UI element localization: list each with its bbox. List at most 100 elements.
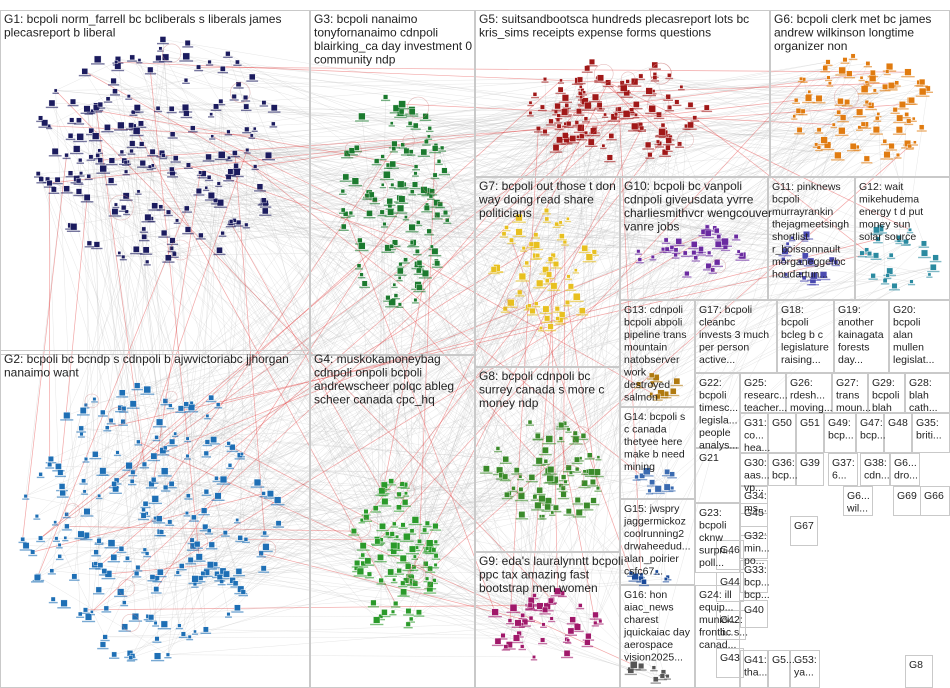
graph-edge xyxy=(666,140,669,250)
graph-node xyxy=(114,60,119,65)
graph-node-underline xyxy=(563,126,574,128)
graph-node xyxy=(542,266,550,274)
graph-node-underline xyxy=(162,261,175,263)
graph-edge xyxy=(870,105,925,244)
graph-node-underline xyxy=(731,239,741,241)
graph-edge xyxy=(205,629,504,636)
graph-node xyxy=(63,185,70,192)
graph-node-underline xyxy=(143,515,151,518)
graph-node-underline xyxy=(901,244,911,246)
graph-node xyxy=(870,273,876,279)
graph-node xyxy=(108,177,115,184)
graph-edge xyxy=(207,247,524,443)
graph-edge xyxy=(627,81,809,99)
graph-edge xyxy=(47,115,559,180)
graph-node xyxy=(424,139,429,144)
graph-node-underline xyxy=(101,131,114,133)
graph-node-underline xyxy=(566,623,579,625)
graph-node xyxy=(601,143,606,148)
group-label-line: G43 xyxy=(720,652,740,664)
graph-node xyxy=(222,570,230,578)
graph-node-underline xyxy=(196,238,206,240)
graph-edge xyxy=(425,273,589,637)
graph-edge xyxy=(150,69,368,196)
graph-edge xyxy=(405,127,643,581)
graph-edge xyxy=(172,240,535,658)
graph-node-underline xyxy=(81,612,90,614)
graph-node-underline xyxy=(530,659,538,661)
graph-edge xyxy=(246,106,719,237)
graph-node xyxy=(535,457,543,465)
graph-node-underline xyxy=(152,439,161,442)
graph-edge xyxy=(435,303,537,565)
graph-edge xyxy=(239,258,551,456)
group-label-line: community ndp xyxy=(314,53,396,67)
graph-node xyxy=(548,597,554,604)
graph-node-underline xyxy=(800,238,814,240)
graph-edge xyxy=(415,479,556,521)
graph-node-underline xyxy=(412,302,419,304)
graph-node xyxy=(202,523,209,530)
group-label-line: trans xyxy=(836,390,859,402)
graph-edge xyxy=(878,113,886,281)
graph-node-underline xyxy=(502,230,511,232)
graph-node xyxy=(542,128,548,134)
graph-edge xyxy=(116,480,521,490)
graph-node xyxy=(518,272,527,281)
graph-node-underline xyxy=(684,128,697,130)
graph-node xyxy=(513,634,520,642)
group-label-line: money ndp xyxy=(479,396,539,410)
graph-node xyxy=(675,238,682,245)
graph-node xyxy=(144,213,152,221)
graph-node-underline xyxy=(156,454,170,456)
graph-edge xyxy=(137,107,495,270)
graph-node xyxy=(204,185,208,190)
graph-node-underline xyxy=(258,203,269,205)
graph-node xyxy=(243,94,249,100)
group-label-line: andrewscheer polqc ableg xyxy=(314,379,454,393)
graph-node-underline xyxy=(130,111,144,113)
graph-edge xyxy=(607,82,632,112)
graph-node-underline xyxy=(167,172,177,174)
graph-edge xyxy=(38,576,169,655)
graph-node xyxy=(218,98,224,104)
graph-node-underline xyxy=(156,535,166,537)
graph-node xyxy=(67,133,74,139)
graph-node xyxy=(558,436,563,441)
group-label-line: jquickaiac day xyxy=(623,627,691,639)
graph-node xyxy=(46,180,53,187)
graph-node-underline xyxy=(167,250,176,253)
graph-node-underline xyxy=(539,273,552,275)
graph-node-underline xyxy=(555,323,566,325)
group-label-g9: G9: eda's lauralynntt bcpoli ppc tax amaz… xyxy=(479,554,623,595)
graph-node-underline xyxy=(645,157,655,159)
graph-node-underline xyxy=(546,124,556,126)
graph-node-underline xyxy=(62,516,71,519)
graph-edge xyxy=(132,481,420,542)
graph-node-underline xyxy=(33,518,41,520)
group-label-g4: G4: muskokamoneybag cdnpoli onpoli bcpoli… xyxy=(314,352,454,407)
graph-edge xyxy=(398,82,609,508)
graph-node xyxy=(850,53,856,59)
graph-edge xyxy=(146,123,566,514)
group-label-g6: G6: bcpoli clerk met bc james andrew wilk… xyxy=(774,12,931,53)
graph-node-underline xyxy=(231,168,241,171)
graph-node-underline xyxy=(273,526,284,528)
graph-edge xyxy=(366,195,406,503)
group-label-line: G30: xyxy=(744,457,767,469)
graph-node xyxy=(392,578,396,582)
group-label-g69: G69 xyxy=(897,490,917,502)
group-label-line: cleanbc xyxy=(699,317,735,329)
graph-node-underline xyxy=(242,132,252,134)
graph-node-underline xyxy=(650,682,661,684)
graph-node xyxy=(150,452,158,460)
graph-node xyxy=(859,250,865,256)
graph-node-underline xyxy=(653,117,665,120)
graph-edge xyxy=(245,255,554,540)
graph-node-underline xyxy=(128,475,138,477)
group-label-line: cdnpoli onpoli bcpoli xyxy=(314,366,422,380)
graph-edge xyxy=(171,108,916,143)
graph-node-underline xyxy=(375,494,389,496)
graph-edge xyxy=(150,69,558,319)
graph-node-underline xyxy=(566,142,580,144)
